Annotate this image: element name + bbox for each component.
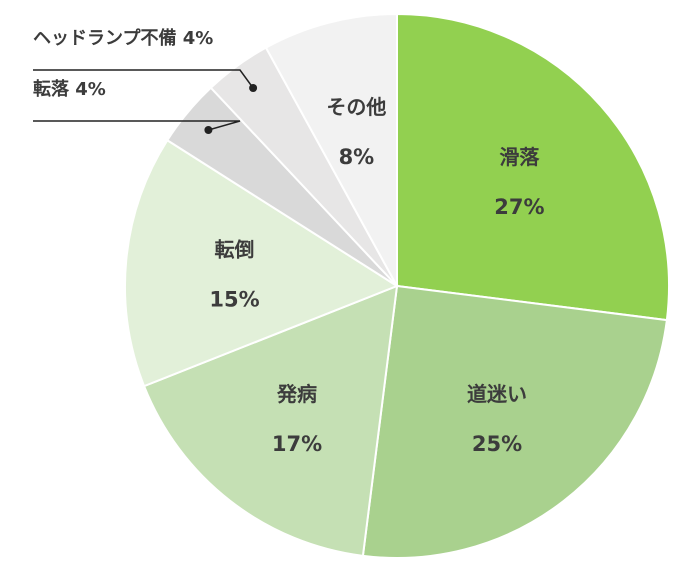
slice-value: 15%	[209, 288, 259, 312]
slice-value: 27%	[494, 195, 544, 219]
slice-value: 25%	[472, 432, 522, 456]
slice-value: 8%	[339, 145, 375, 169]
pie-slices	[124, 12, 670, 559]
callout-anchor-dot	[249, 84, 258, 92]
callout-leader-line	[33, 120, 241, 131]
slice-label: 滑落	[499, 145, 540, 169]
slice-label: 転倒	[215, 238, 255, 262]
callout-label: 転落 4%	[33, 78, 106, 100]
callout-label: ヘッドランプ不備 4%	[33, 27, 213, 49]
slice-label: 道迷い	[467, 382, 527, 406]
callout-leader-line	[33, 69, 254, 89]
slice-value: 17%	[272, 432, 322, 456]
pie-callouts: 転落 4% ヘッドランプ不備 4%	[33, 27, 258, 134]
slice-label: 発病	[276, 382, 317, 406]
slice-0	[396, 12, 670, 322]
slice-3	[124, 138, 400, 388]
slice-1	[361, 284, 668, 559]
pie-labels: 滑落 27% 道迷い 25% 発病 17% 転倒 15% その他 8%	[209, 95, 544, 456]
callout-anchor-dot	[204, 126, 213, 134]
slice-6	[264, 12, 398, 287]
slice-2	[142, 284, 399, 557]
slice-label: その他	[326, 95, 386, 119]
